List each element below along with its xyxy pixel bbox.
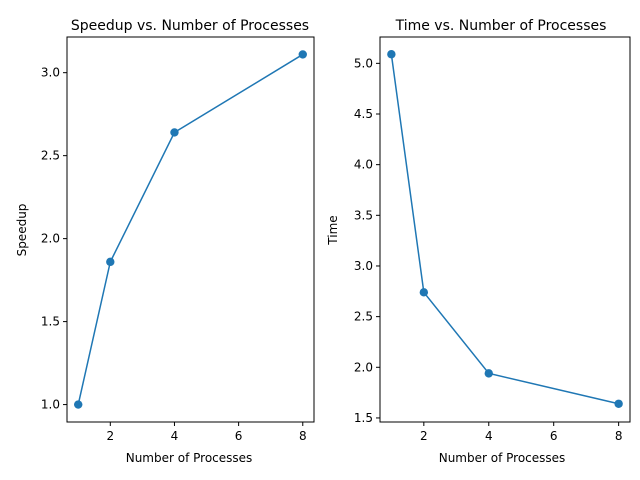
speedup-data-point <box>170 128 179 137</box>
time-x-tick-label: 4 <box>485 429 493 443</box>
time-x-tick-label: 6 <box>550 429 558 443</box>
speedup-y-tick-label: 2.5 <box>41 149 60 163</box>
speedup-y-axis-label: Speedup <box>15 204 29 257</box>
speedup-series-line <box>77 53 304 405</box>
time-x-axis-label: Number of Processes <box>439 451 566 465</box>
time-y-tick-label: 1.5 <box>354 411 373 425</box>
time-series-line <box>390 54 619 405</box>
time-x-tick-label: 8 <box>615 429 623 443</box>
time-y-tick-label: 5.0 <box>354 56 373 70</box>
time-data-point <box>614 399 623 408</box>
speedup-y-tick-label: 3.0 <box>41 66 60 80</box>
speedup-x-tick-label: 8 <box>299 429 307 443</box>
time-plot-frame <box>379 36 631 423</box>
speedup-x-tick-label: 2 <box>106 429 114 443</box>
time-chart: Time vs. Number of Processes Number of P… <box>326 18 631 465</box>
time-y-tick-label: 4.5 <box>354 107 373 121</box>
speedup-y-tick-label: 1.5 <box>41 315 60 329</box>
speedup-x-tick-label: 6 <box>235 429 243 443</box>
time-x-tick-label: 2 <box>420 429 428 443</box>
time-y-tick-label: 3.5 <box>354 208 373 222</box>
speedup-chart: Speedup vs. Number of Processes Number o… <box>15 18 315 465</box>
speedup-plot-frame <box>66 36 315 423</box>
time-chart-title: Time vs. Number of Processes <box>395 18 607 34</box>
speedup-x-tick-label: 4 <box>171 429 179 443</box>
speedup-data-point <box>298 50 307 59</box>
time-y-tick-label: 4.0 <box>354 158 373 172</box>
speedup-chart-title: Speedup vs. Number of Processes <box>71 18 309 34</box>
speedup-x-axis-label: Number of Processes <box>126 451 253 465</box>
speedup-data-point <box>74 400 83 409</box>
time-y-tick-label: 3.0 <box>354 259 373 273</box>
speedup-y-tick-label: 1.0 <box>41 398 60 412</box>
time-y-axis-label: Time <box>326 215 340 245</box>
speedup-data-point <box>106 257 115 267</box>
time-data-point <box>387 50 396 59</box>
time-y-tick-label: 2.5 <box>354 310 373 324</box>
speedup-y-tick-label: 2.0 <box>41 232 60 246</box>
time-data-point <box>484 369 493 378</box>
time-data-point <box>419 288 429 297</box>
time-y-tick-label: 2.0 <box>354 360 373 374</box>
